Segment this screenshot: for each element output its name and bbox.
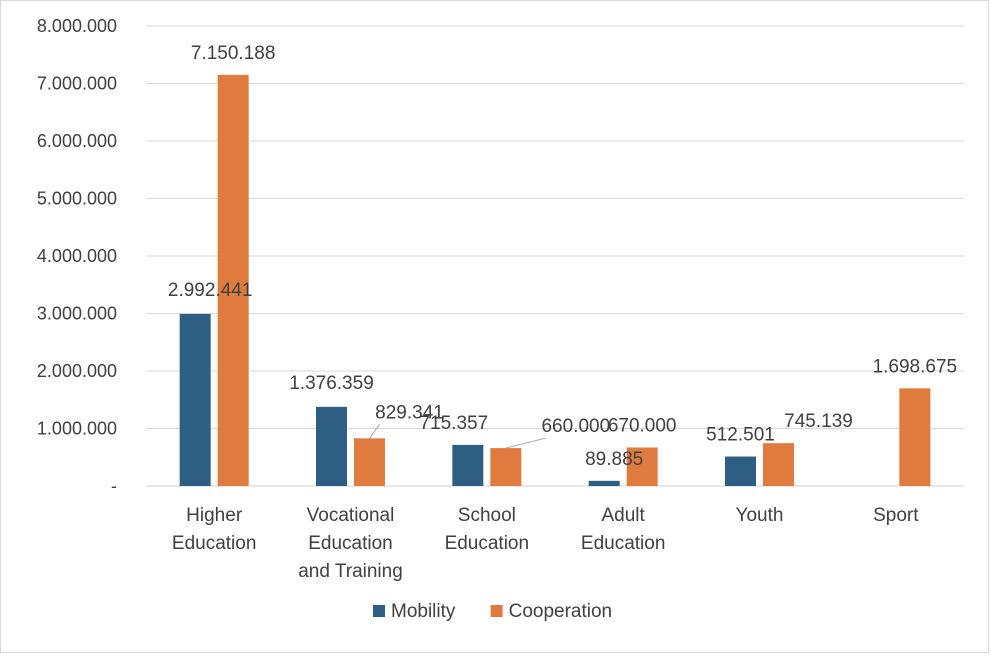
data-labels: 2.992.441 7.150.188 1.376.359829.341715.35… <box>168 43 957 470</box>
data-label: 89.885 <box>585 449 643 470</box>
data-label: 670.000 <box>608 415 677 436</box>
leader-line <box>505 437 546 449</box>
legend-label: Cooperation <box>509 601 613 622</box>
data-label: 829.341 <box>375 402 444 423</box>
x-tick-label: Sport <box>873 505 919 526</box>
bar-mobility <box>179 313 211 486</box>
y-tick-label: 4.000.000 <box>37 246 117 266</box>
bar-mobility <box>588 480 620 486</box>
y-tick-label: - <box>111 476 117 496</box>
data-label: 512.501 <box>706 425 775 446</box>
x-tick-label: Adult Education <box>581 505 666 554</box>
x-tick-label: Higher Education <box>172 505 257 554</box>
bar-mobility <box>452 444 484 486</box>
y-tick-label: 2.000.000 <box>37 361 117 381</box>
y-tick-label: 8.000.000 <box>37 16 117 36</box>
data-label: 7.150.188 <box>191 43 276 64</box>
bar-cooperation <box>354 438 385 486</box>
bar-mobility <box>725 456 756 486</box>
y-tick-label: 7.000.000 <box>37 74 117 94</box>
bars <box>179 74 931 486</box>
y-tick-label: 1.000.000 <box>37 419 117 439</box>
data-label: 1.698.675 <box>873 356 958 377</box>
legend-label: Mobility <box>391 601 456 622</box>
leader-lines <box>369 424 546 449</box>
data-label: 2.992.441 <box>168 280 253 301</box>
x-tick-label: Youth <box>736 505 784 526</box>
legend: Mobility Cooperation <box>373 601 612 622</box>
bar-mobility <box>316 406 347 486</box>
x-tick-label: School Education <box>445 505 530 554</box>
data-label: 660.000 <box>541 416 610 437</box>
leader-line <box>369 424 380 439</box>
data-label: 745.139 <box>784 411 853 432</box>
y-axis-ticks: - 1.000.000 2.000.000 3.000.000 4.000.000 5.0… <box>37 16 117 496</box>
legend-swatch <box>490 605 503 617</box>
data-label: 715.357 <box>419 413 488 434</box>
bar-cooperation <box>626 447 658 486</box>
y-tick-label: 3.000.000 <box>37 304 117 324</box>
legend-swatch <box>373 605 385 617</box>
bar-cooperation <box>217 74 249 486</box>
gridlines <box>146 25 964 487</box>
y-tick-label: 5.000.000 <box>37 189 117 209</box>
bar-cooperation <box>490 448 522 486</box>
x-tick-label: Vocational Education and Training <box>298 505 403 582</box>
bar-cooperation <box>899 388 931 486</box>
x-axis-ticks: Higher Education Vocational Education and Tr… <box>172 505 919 582</box>
data-label: 1.376.359 <box>289 373 374 394</box>
y-tick-label: 6.000.000 <box>37 131 117 151</box>
bar-cooperation <box>763 443 794 486</box>
